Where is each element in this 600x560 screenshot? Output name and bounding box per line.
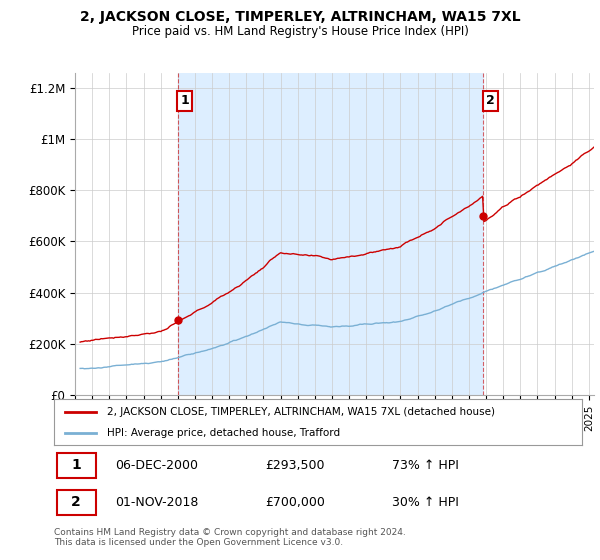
Text: 2: 2 bbox=[71, 496, 81, 510]
Point bbox=[173, 315, 182, 324]
Text: 2: 2 bbox=[486, 95, 494, 108]
Text: £700,000: £700,000 bbox=[265, 496, 325, 509]
Text: Contains HM Land Registry data © Crown copyright and database right 2024.
This d: Contains HM Land Registry data © Crown c… bbox=[54, 528, 406, 547]
Text: 30% ↑ HPI: 30% ↑ HPI bbox=[392, 496, 459, 509]
Text: 73% ↑ HPI: 73% ↑ HPI bbox=[392, 459, 459, 472]
Text: 2, JACKSON CLOSE, TIMPERLEY, ALTRINCHAM, WA15 7XL: 2, JACKSON CLOSE, TIMPERLEY, ALTRINCHAM,… bbox=[80, 10, 520, 24]
FancyBboxPatch shape bbox=[56, 452, 96, 478]
FancyBboxPatch shape bbox=[56, 489, 96, 515]
Text: 1: 1 bbox=[71, 459, 81, 473]
Text: 1: 1 bbox=[181, 95, 189, 108]
Point bbox=[478, 212, 488, 221]
Text: 06-DEC-2000: 06-DEC-2000 bbox=[115, 459, 198, 472]
Text: 2, JACKSON CLOSE, TIMPERLEY, ALTRINCHAM, WA15 7XL (detached house): 2, JACKSON CLOSE, TIMPERLEY, ALTRINCHAM,… bbox=[107, 407, 495, 417]
Text: Price paid vs. HM Land Registry's House Price Index (HPI): Price paid vs. HM Land Registry's House … bbox=[131, 25, 469, 38]
Text: £293,500: £293,500 bbox=[265, 459, 325, 472]
Text: 01-NOV-2018: 01-NOV-2018 bbox=[115, 496, 198, 509]
Bar bbox=[178, 73, 483, 395]
Text: HPI: Average price, detached house, Trafford: HPI: Average price, detached house, Traf… bbox=[107, 428, 340, 438]
